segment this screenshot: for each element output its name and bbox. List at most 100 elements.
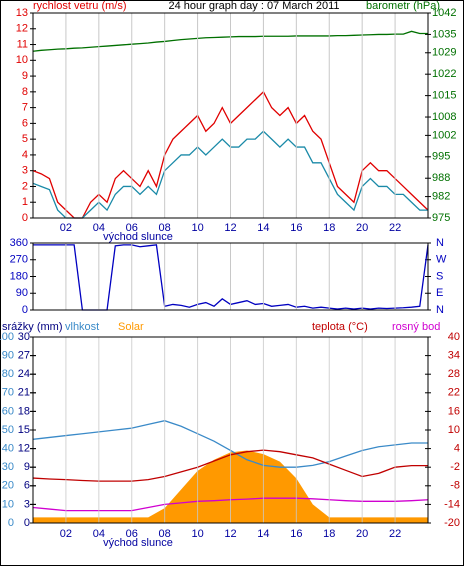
- sunrise-label: východ slunce: [103, 231, 173, 243]
- y-tick-label: 0: [22, 212, 28, 224]
- y-tick-label: 12: [16, 23, 28, 35]
- y2-tick-label: N: [436, 304, 444, 316]
- y-tick-label: 70: [2, 387, 14, 399]
- y-tick-label: 20: [2, 480, 14, 492]
- y3-tick-label: 3: [24, 498, 30, 510]
- y2-tick-label: 22: [448, 387, 460, 399]
- y-tick-label: 10: [2, 498, 14, 510]
- wind-label: rychlost vetru (m/s): [33, 0, 127, 12]
- y-tick-label: 0: [22, 304, 28, 316]
- x-tick-label: 16: [290, 222, 302, 234]
- legend-entry: vlhkost: [65, 321, 99, 333]
- y-tick-label: 4: [22, 149, 28, 161]
- y3-tick-label: 9: [24, 461, 30, 473]
- y3-tick-label: 30: [18, 331, 30, 343]
- y-tick-label: 360: [10, 237, 28, 249]
- rain-label: srážky (mm): [2, 321, 63, 333]
- y2-tick-label: 4: [454, 443, 460, 455]
- legend-entry: rosný bod: [392, 321, 440, 333]
- y2-tick-label: 34: [448, 350, 460, 362]
- y2-tick-label: 1035: [432, 28, 456, 40]
- y-tick-label: 6: [22, 117, 28, 129]
- y2-tick-label: N: [436, 237, 444, 249]
- y-tick-label: 90: [16, 287, 28, 299]
- y-tick-label: 270: [10, 254, 28, 266]
- y-tick-label: 8: [22, 86, 28, 98]
- y2-tick-label: 1002: [432, 129, 456, 141]
- y-tick-label: 100: [0, 331, 14, 343]
- legend-entry: Solar: [118, 321, 144, 333]
- y-tick-label: 1: [22, 196, 28, 208]
- x-tick-label: 06: [126, 222, 138, 234]
- x-tick-label: 10: [191, 222, 203, 234]
- y3-tick-label: 6: [24, 480, 30, 492]
- y2-tick-label: 995: [432, 151, 450, 163]
- y2-tick-label: 28: [448, 368, 460, 380]
- barometer-label: barometr (hPa): [366, 0, 440, 12]
- y-tick-label: 30: [2, 461, 14, 473]
- x-tick-label: 22: [389, 528, 401, 540]
- y2-tick-label: 982: [432, 190, 450, 202]
- y-tick-label: 40: [2, 443, 14, 455]
- y2-tick-label: -8: [450, 480, 460, 492]
- x-tick-label: 12: [224, 222, 236, 234]
- y3-tick-label: 21: [18, 387, 30, 399]
- y2-tick-label: S: [436, 270, 443, 282]
- y3-tick-label: 27: [18, 350, 30, 362]
- x-tick-label: 16: [290, 528, 302, 540]
- y2-tick-label: 1008: [432, 111, 456, 123]
- y2-tick-label: 10: [448, 424, 460, 436]
- y3-tick-label: 0: [24, 517, 30, 529]
- x-tick-label: 18: [323, 222, 335, 234]
- chart-title: 24 hour graph day : 07 March 2011: [168, 0, 339, 12]
- y-tick-label: 13: [16, 7, 28, 19]
- x-tick-label: 02: [60, 222, 72, 234]
- x-tick-label: 10: [191, 528, 203, 540]
- plot-frame: [32, 242, 429, 311]
- y2-tick-label: 40: [448, 331, 460, 343]
- x-tick-label: 20: [356, 528, 368, 540]
- x-tick-label: 22: [389, 222, 401, 234]
- y2-tick-label: 1029: [432, 47, 456, 59]
- y-tick-label: 180: [10, 270, 28, 282]
- y3-tick-label: 18: [18, 405, 30, 417]
- y2-tick-label: 16: [448, 405, 460, 417]
- y-tick-label: 90: [2, 350, 14, 362]
- x-tick-label: 18: [323, 528, 335, 540]
- x-tick-label: 08: [159, 528, 171, 540]
- y2-tick-label: 1015: [432, 90, 456, 102]
- y2-tick-label: -14: [444, 498, 460, 510]
- x-tick-label: 04: [93, 222, 105, 234]
- y2-tick-label: 1042: [432, 7, 456, 19]
- y-tick-label: 0: [8, 517, 14, 529]
- y2-tick-label: W: [436, 254, 447, 266]
- y2-tick-label: 988: [432, 172, 450, 184]
- y2-tick-label: 1022: [432, 68, 456, 80]
- y-tick-label: 50: [2, 424, 14, 436]
- plot-frame: [32, 336, 429, 524]
- legend-entry: teplota (°C): [312, 321, 368, 333]
- y-tick-label: 9: [22, 70, 28, 82]
- y-tick-label: 80: [2, 368, 14, 380]
- x-tick-label: 14: [257, 528, 269, 540]
- sunrise-label: východ slunce: [103, 537, 173, 549]
- y3-tick-label: 12: [18, 443, 30, 455]
- y-tick-label: 10: [16, 54, 28, 66]
- y2-tick-label: -20: [444, 517, 460, 529]
- plot-frame: [32, 12, 429, 219]
- y-tick-label: 2: [22, 180, 28, 192]
- x-tick-label: 12: [224, 528, 236, 540]
- y-tick-label: 7: [22, 102, 28, 114]
- x-tick-label: 14: [257, 222, 269, 234]
- y-tick-label: 11: [17, 38, 28, 50]
- y2-tick-label: -2: [450, 461, 460, 473]
- y2-tick-label: 975: [432, 212, 450, 224]
- y3-tick-label: 24: [18, 368, 30, 380]
- x-tick-label: 20: [356, 222, 368, 234]
- y-tick-label: 60: [2, 405, 14, 417]
- y2-tick-label: E: [436, 287, 443, 299]
- x-tick-label: 02: [60, 528, 72, 540]
- x-tick-label: 04: [93, 528, 105, 540]
- x-tick-label: 06: [126, 528, 138, 540]
